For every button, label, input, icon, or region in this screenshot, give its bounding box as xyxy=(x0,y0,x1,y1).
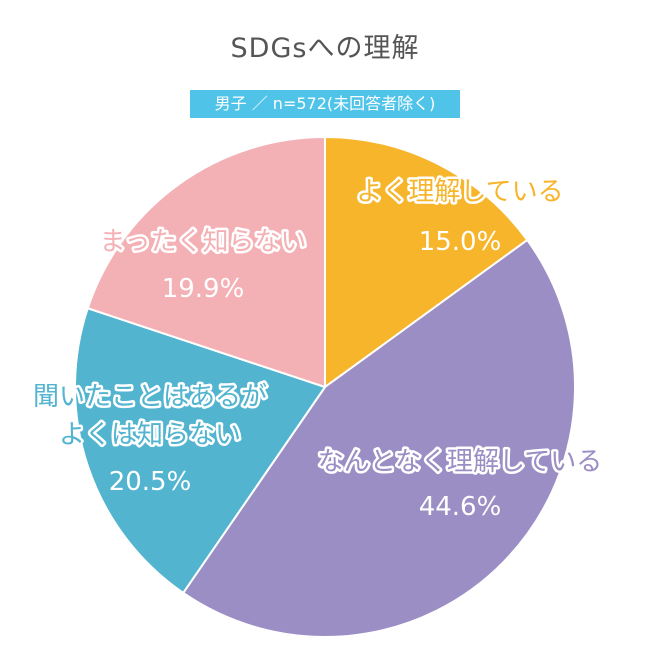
slice-percent-1: 44.6% xyxy=(419,492,502,522)
slice-percent-0: 15.0% xyxy=(419,227,502,257)
slice-label-2-0: 聞いたことはあるが xyxy=(33,382,267,412)
chart-title: SDGsへの理解 xyxy=(230,33,420,64)
slice-label-3-0: まったく知らない xyxy=(100,227,307,257)
slice-label-2-1: よくは知らない xyxy=(59,420,241,450)
pie-slice-3 xyxy=(86,135,326,389)
pie-slice-1 xyxy=(181,238,576,638)
slice-percent-3: 19.9% xyxy=(162,274,245,304)
sample-size-badge: 男子 ／ n=572(未回答者除く) xyxy=(190,90,460,118)
slice-percent-2: 20.5% xyxy=(109,467,192,497)
pie-slice-2 xyxy=(74,306,327,595)
slice-label-1-0: なんとなく理解している xyxy=(318,447,602,477)
slice-label-0-0: よく理解している xyxy=(356,177,563,207)
pie-slice-0 xyxy=(324,135,529,389)
